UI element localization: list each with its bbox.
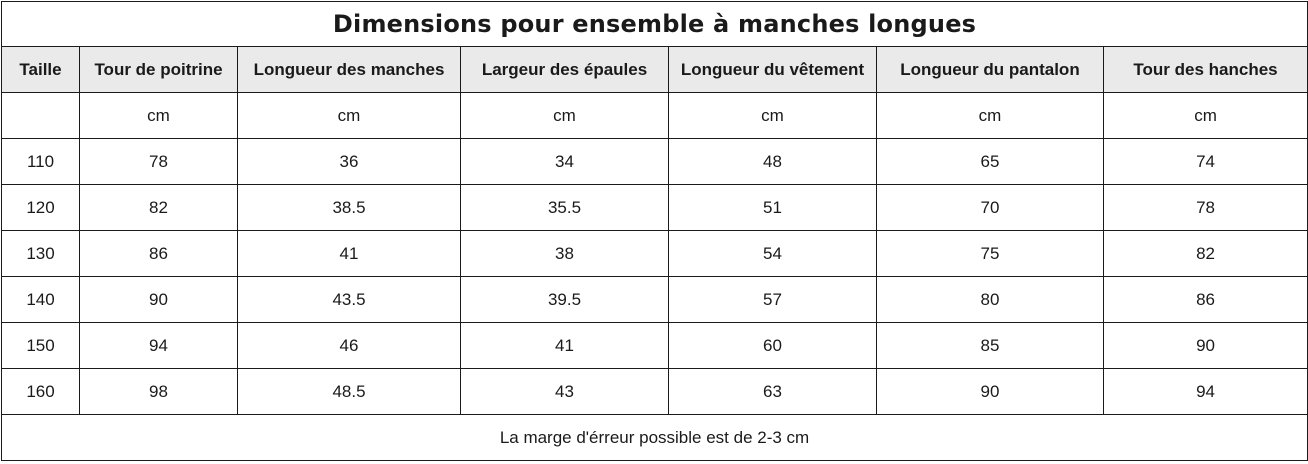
unit-cell: cm bbox=[1102, 92, 1308, 139]
table-cell: 75 bbox=[876, 230, 1104, 277]
table-cell: 82 bbox=[79, 184, 238, 231]
table-cell: 41 bbox=[237, 230, 461, 277]
table-cell: 57 bbox=[668, 276, 877, 323]
table-row: 140 90 43.5 39.5 57 80 86 bbox=[1, 276, 1308, 323]
unit-cell bbox=[1, 92, 80, 139]
table-cell: 80 bbox=[876, 276, 1104, 323]
table-row: 130 86 41 38 54 75 82 bbox=[1, 230, 1308, 277]
table-cell: 130 bbox=[1, 230, 80, 277]
table-row: 160 98 48.5 43 63 90 94 bbox=[1, 368, 1308, 415]
column-header-longueur-des-manches: Longueur des manches bbox=[237, 46, 461, 93]
table-cell: 60 bbox=[668, 322, 877, 369]
table-cell: 150 bbox=[1, 322, 80, 369]
table-cell: 34 bbox=[460, 138, 669, 185]
table-cell: 41 bbox=[460, 322, 669, 369]
unit-cell: cm bbox=[237, 92, 461, 139]
table-cell: 65 bbox=[876, 138, 1104, 185]
title-row: Dimensions pour ensemble à manches longu… bbox=[0, 1, 1308, 47]
table-cell: 94 bbox=[79, 322, 238, 369]
unit-cell: cm bbox=[876, 92, 1104, 139]
table-cell: 39.5 bbox=[460, 276, 669, 323]
table-cell: 90 bbox=[79, 276, 238, 323]
table-cell: 78 bbox=[1102, 184, 1308, 231]
table-cell: 48 bbox=[668, 138, 877, 185]
column-header-tour-des-hanches: Tour des hanches bbox=[1102, 46, 1308, 93]
column-header-taille: Taille bbox=[1, 46, 80, 93]
table-cell: 51 bbox=[668, 184, 877, 231]
table-cell: 90 bbox=[876, 368, 1104, 415]
table-cell: 38.5 bbox=[237, 184, 461, 231]
table-cell: 85 bbox=[876, 322, 1104, 369]
column-header-longueur-du-vetement: Longueur du vêtement bbox=[668, 46, 877, 93]
table-cell: 43.5 bbox=[237, 276, 461, 323]
table-cell: 63 bbox=[668, 368, 877, 415]
error-margin-note: La marge d'érreur possible est de 2-3 cm bbox=[0, 414, 1308, 461]
table-cell: 82 bbox=[1102, 230, 1308, 277]
table-cell: 46 bbox=[237, 322, 461, 369]
header-row: Taille Tour de poitrine Longueur des man… bbox=[1, 46, 1308, 93]
unit-cell: cm bbox=[79, 92, 238, 139]
table-cell: 140 bbox=[1, 276, 80, 323]
table-cell: 98 bbox=[79, 368, 238, 415]
column-header-longueur-du-pantalon: Longueur du pantalon bbox=[876, 46, 1104, 93]
table-cell: 74 bbox=[1102, 138, 1308, 185]
table-title: Dimensions pour ensemble à manches longu… bbox=[0, 1, 1308, 47]
table-cell: 54 bbox=[668, 230, 877, 277]
table-cell: 78 bbox=[79, 138, 238, 185]
unit-cell: cm bbox=[668, 92, 877, 139]
table-cell: 35.5 bbox=[460, 184, 669, 231]
table-row: 110 78 36 34 48 65 74 bbox=[1, 138, 1308, 185]
table-cell: 70 bbox=[876, 184, 1104, 231]
table-cell: 120 bbox=[1, 184, 80, 231]
unit-cell: cm bbox=[460, 92, 669, 139]
table-cell: 86 bbox=[1102, 276, 1308, 323]
table-cell: 48.5 bbox=[237, 368, 461, 415]
table-cell: 94 bbox=[1102, 368, 1308, 415]
table-cell: 110 bbox=[1, 138, 80, 185]
table-row: 150 94 46 41 60 85 90 bbox=[1, 322, 1308, 369]
table-cell: 38 bbox=[460, 230, 669, 277]
table-cell: 90 bbox=[1102, 322, 1308, 369]
table-cell: 43 bbox=[460, 368, 669, 415]
column-header-tour-de-poitrine: Tour de poitrine bbox=[79, 46, 238, 93]
table-row: 120 82 38.5 35.5 51 70 78 bbox=[1, 184, 1308, 231]
unit-row: cm cm cm cm cm cm bbox=[1, 92, 1308, 139]
table-cell: 86 bbox=[79, 230, 238, 277]
table-cell: 36 bbox=[237, 138, 461, 185]
table-cell: 160 bbox=[1, 368, 80, 415]
column-header-largeur-des-epaules: Largeur des épaules bbox=[460, 46, 669, 93]
footer-row: La marge d'érreur possible est de 2-3 cm bbox=[0, 414, 1308, 461]
